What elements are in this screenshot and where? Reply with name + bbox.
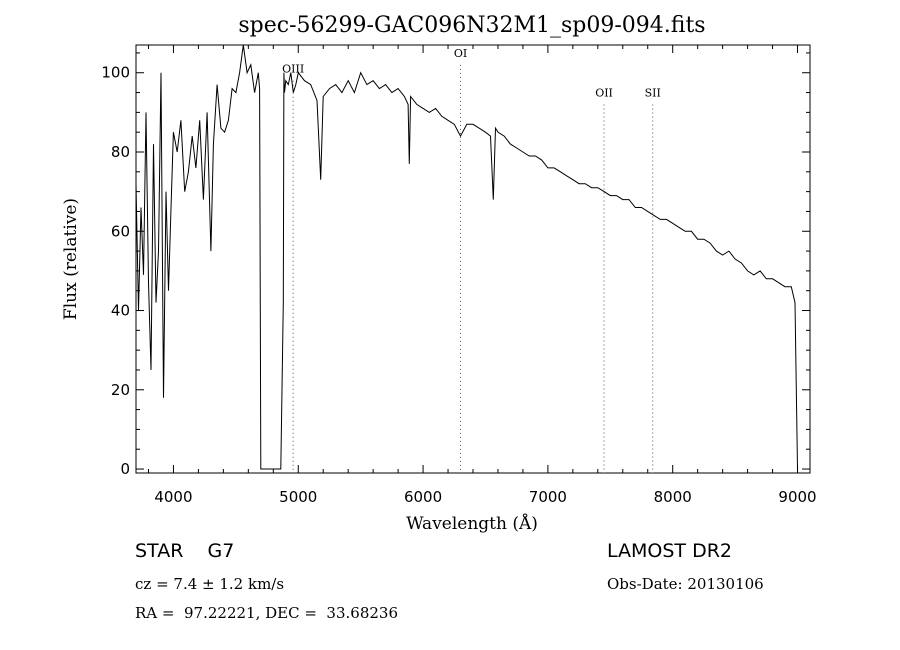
x-axis-ticks: 4000 5000 6000 7000 8000 9000 xyxy=(147,45,817,506)
y-tick-label: 60 xyxy=(111,222,130,240)
marker-label-oiii: OIII xyxy=(282,63,304,76)
plot-frame xyxy=(135,44,811,474)
y-tick-label: 0 xyxy=(120,460,130,478)
y-tick-label: 100 xyxy=(101,64,130,82)
y-axis-ticks: 0 20 40 60 80 100 xyxy=(101,52,810,478)
marker-label-oi: OI xyxy=(454,47,467,60)
x-tick-label: 9000 xyxy=(778,488,816,506)
y-tick-label: 80 xyxy=(111,143,130,161)
star-classification: STAR G7 xyxy=(135,540,235,562)
marker-label-oii: OII xyxy=(595,87,613,100)
x-tick-label: 8000 xyxy=(654,488,692,506)
y-axis-label: Flux (relative) xyxy=(61,198,81,320)
x-tick-label: 7000 xyxy=(529,488,567,506)
flux-series-line xyxy=(135,44,799,470)
marker-label-sii: SII xyxy=(645,87,661,100)
sky-coordinates: RA = 97.22221, DEC = 33.68236 xyxy=(135,604,399,622)
observation-date: Obs-Date: 20130106 xyxy=(607,575,764,593)
spectral-line-markers: OIII OI OII SII xyxy=(282,47,661,473)
x-tick-label: 4000 xyxy=(154,488,192,506)
x-tick-label: 5000 xyxy=(279,488,317,506)
y-tick-label: 40 xyxy=(111,302,130,320)
x-axis-label: Wavelength (Å) xyxy=(406,513,538,534)
y-tick-label: 20 xyxy=(111,381,130,399)
redshift-value: cz = 7.4 ± 1.2 km/s xyxy=(135,575,285,593)
x-tick-label: 6000 xyxy=(404,488,442,506)
survey-name: LAMOST DR2 xyxy=(607,540,732,562)
chart-title: spec-56299-GAC096N32M1_sp09-094.fits xyxy=(238,13,705,38)
